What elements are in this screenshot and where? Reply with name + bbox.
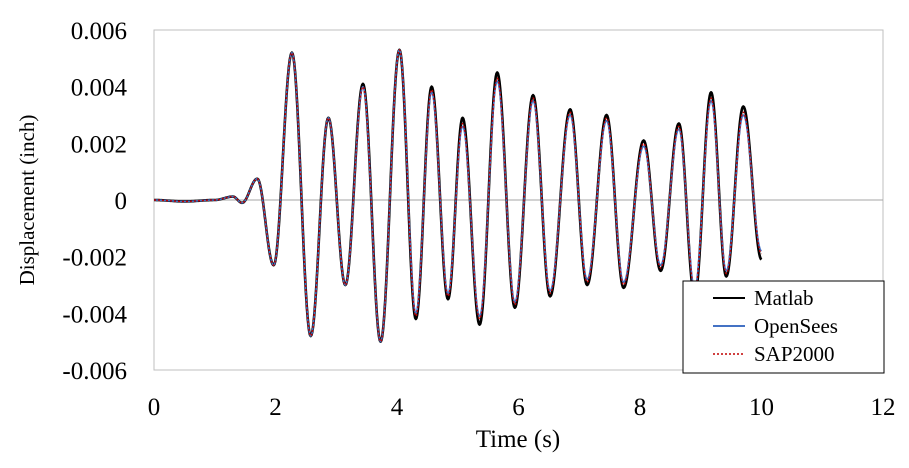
- y-tick-label: 0.002: [71, 131, 127, 158]
- y-tick-label: 0.006: [71, 18, 127, 45]
- y-tick-labels: -0.006 -0.004 -0.002 0 0.002 0.004 0.006: [62, 18, 127, 385]
- series-line-sap2000: [153, 49, 762, 343]
- x-axis-title: Time (s): [476, 426, 561, 453]
- y-axis-title: Displacement (inch): [15, 115, 39, 286]
- legend-label-sap2000: SAP2000: [754, 342, 835, 366]
- series-lines: [153, 48, 763, 343]
- x-tick-label: 6: [512, 394, 525, 421]
- y-tick-label: -0.006: [62, 358, 127, 385]
- legend: Matlab OpenSees SAP2000: [682, 280, 885, 374]
- legend-label-matlab: Matlab: [754, 286, 813, 310]
- y-tick-label: 0: [115, 188, 128, 215]
- x-tick-label: 10: [749, 394, 774, 421]
- x-tick-label: 0: [148, 394, 161, 421]
- y-tick-label: 0.004: [71, 75, 128, 102]
- y-tick-label: -0.004: [62, 301, 127, 328]
- series-line-opensees: [153, 49, 762, 343]
- legend-label-opensees: OpenSees: [754, 314, 838, 338]
- x-tick-label: 8: [634, 394, 647, 421]
- x-tick-label: 12: [871, 394, 896, 421]
- x-tick-labels: 0 2 4 6 8 10 12: [148, 394, 896, 421]
- x-tick-label: 2: [269, 394, 282, 421]
- x-tick-label: 4: [391, 394, 404, 421]
- y-tick-label: -0.002: [62, 245, 127, 272]
